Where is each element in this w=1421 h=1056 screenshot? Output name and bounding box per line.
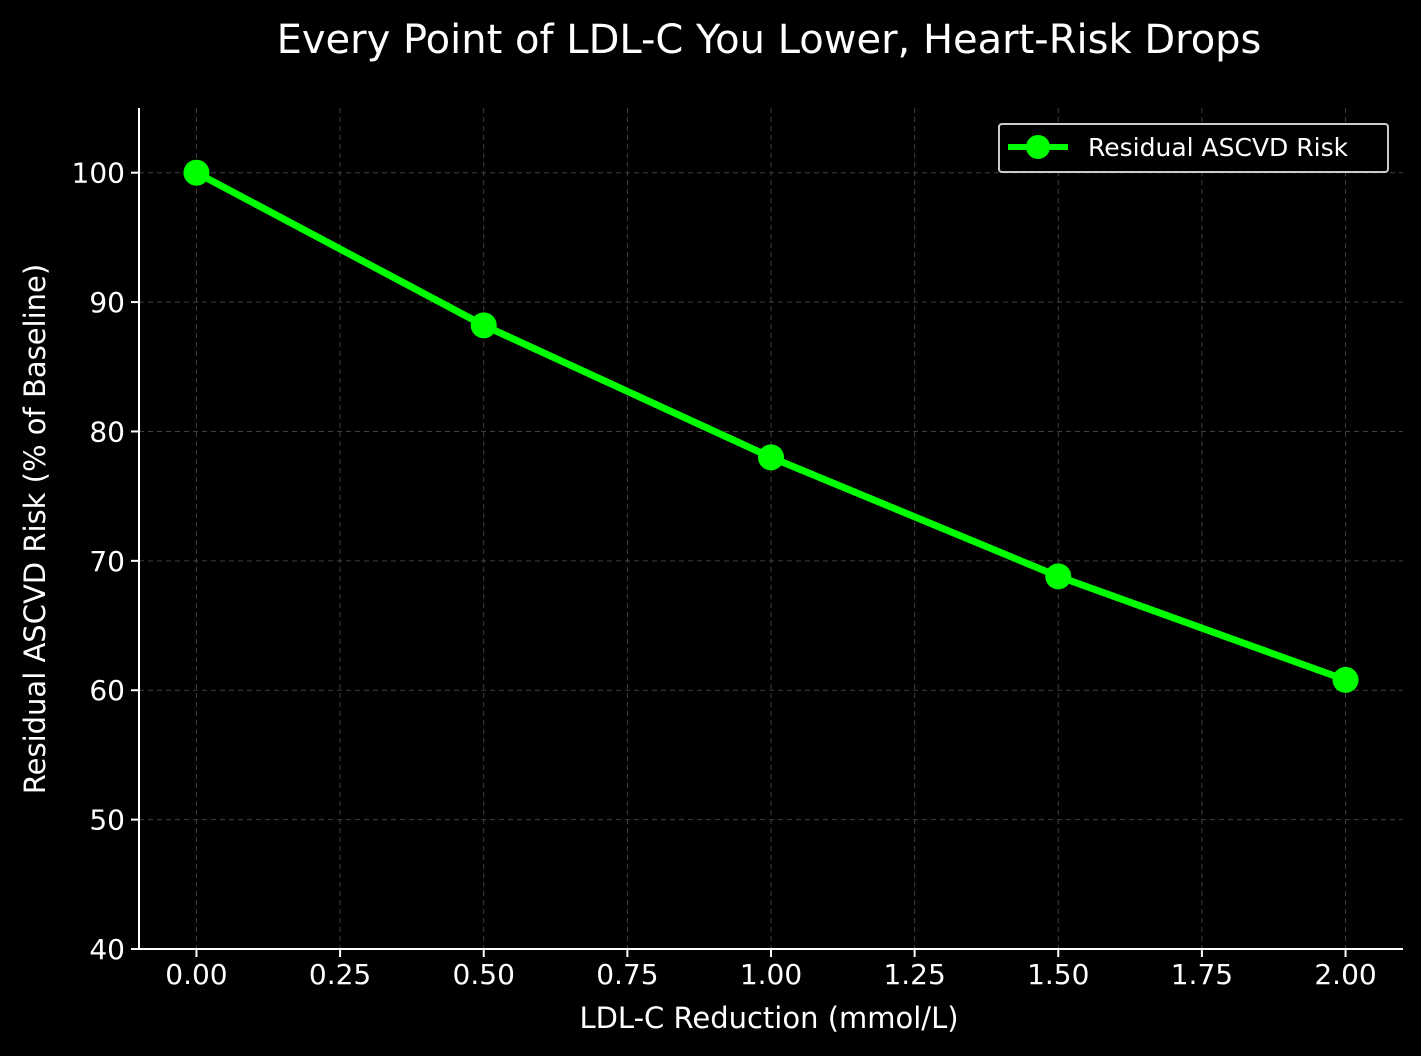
legend-box [998,123,1389,173]
y-tick-label: 80 [89,415,125,448]
y-tick-labels: 40 50 60 70 80 90 100 [72,157,125,966]
x-tick-label: 2.00 [1314,958,1376,991]
x-tick-label: 0.00 [165,958,227,991]
data-point-marker [183,159,210,186]
legend: Residual ASCVD Risk [998,123,1389,173]
y-tick-label: 70 [89,545,125,578]
x-axis-label: LDL-C Reduction (mmol/L) [579,1001,958,1035]
x-tick-label: 0.50 [453,958,515,991]
x-tick-labels: 0.00 0.25 0.50 0.75 1.00 1.25 1.50 1.75 2.00 [165,958,1376,991]
y-tick-label: 40 [89,933,125,966]
y-tick-label: 90 [89,286,125,319]
x-tick-label: 1.25 [883,958,945,991]
data-point-marker [758,444,784,471]
y-tick-label: 60 [89,674,125,707]
y-tick-label: 100 [72,157,125,190]
data-point-marker [1332,666,1359,693]
x-tick-label: 0.25 [309,958,371,991]
data-point-marker [470,312,497,339]
chart-title: Every Point of LDL-C You Lower, Heart-Ri… [277,17,1262,63]
grid-lines [139,108,1403,949]
series [183,159,1359,693]
x-tick-label: 1.50 [1027,958,1089,991]
legend-marker-swatch [1026,135,1050,159]
axes [131,108,1403,957]
data-point-marker [1045,563,1072,590]
legend-label: Residual ASCVD Risk [1088,133,1349,162]
x-tick-label: 1.75 [1171,958,1233,991]
x-tick-label: 0.75 [596,958,658,991]
x-tick-label: 1.00 [740,958,802,991]
y-axis-label: Residual ASCVD Risk (% of Baseline) [18,264,52,794]
y-tick-label: 50 [89,804,125,837]
